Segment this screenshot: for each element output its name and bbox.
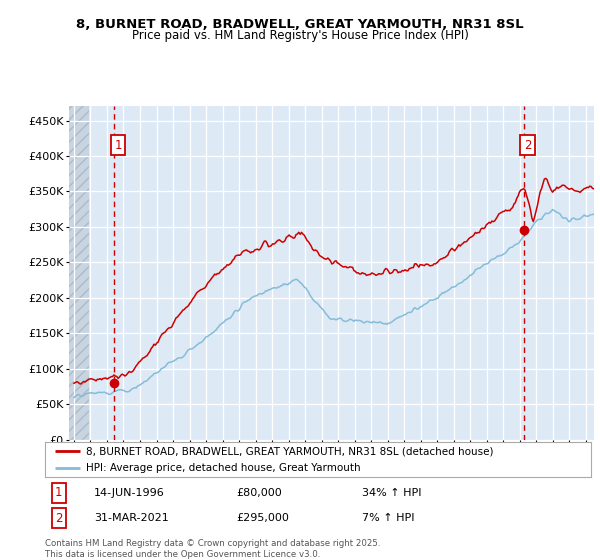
Bar: [69, 106, 89, 440]
Text: £295,000: £295,000: [236, 513, 289, 523]
Text: 2: 2: [55, 512, 62, 525]
Text: 8, BURNET ROAD, BRADWELL, GREAT YARMOUTH, NR31 8SL (detached house): 8, BURNET ROAD, BRADWELL, GREAT YARMOUTH…: [86, 446, 493, 456]
Text: 34% ↑ HPI: 34% ↑ HPI: [362, 488, 421, 498]
Text: 2: 2: [524, 139, 532, 152]
Text: Price paid vs. HM Land Registry's House Price Index (HPI): Price paid vs. HM Land Registry's House …: [131, 29, 469, 42]
Text: Contains HM Land Registry data © Crown copyright and database right 2025.
This d: Contains HM Land Registry data © Crown c…: [45, 539, 380, 559]
Text: £80,000: £80,000: [236, 488, 282, 498]
Text: 1: 1: [55, 487, 62, 500]
Text: HPI: Average price, detached house, Great Yarmouth: HPI: Average price, detached house, Grea…: [86, 464, 361, 473]
Text: 7% ↑ HPI: 7% ↑ HPI: [362, 513, 414, 523]
Text: 8, BURNET ROAD, BRADWELL, GREAT YARMOUTH, NR31 8SL: 8, BURNET ROAD, BRADWELL, GREAT YARMOUTH…: [76, 18, 524, 31]
Text: 14-JUN-1996: 14-JUN-1996: [94, 488, 165, 498]
Text: 31-MAR-2021: 31-MAR-2021: [94, 513, 169, 523]
Text: 1: 1: [115, 139, 122, 152]
